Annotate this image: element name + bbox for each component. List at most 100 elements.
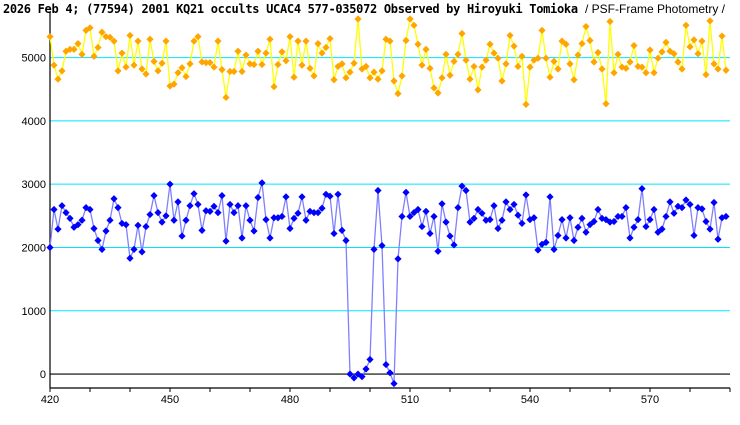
data-point-comparison: [454, 50, 462, 59]
data-point-target: [106, 216, 114, 224]
data-point-target: [518, 219, 526, 228]
data-point-target: [382, 360, 390, 369]
data-point-target: [462, 186, 470, 195]
data-point-target: [326, 192, 334, 200]
data-point-target: [626, 234, 634, 242]
data-point-comparison: [710, 60, 718, 68]
data-point-target: [614, 212, 622, 221]
data-point-target: [190, 190, 198, 198]
data-point-target: [162, 212, 170, 220]
data-point-target: [150, 191, 158, 200]
data-point-comparison: [490, 49, 498, 57]
x-tick-label: 540: [521, 394, 539, 406]
data-point-target: [174, 198, 182, 206]
data-point-target: [298, 193, 306, 201]
data-point-target: [130, 245, 138, 253]
data-point-target: [250, 227, 258, 235]
data-point-comparison: [398, 72, 406, 80]
data-point-target: [70, 223, 78, 231]
data-point-comparison: [166, 82, 174, 90]
data-point-comparison: [70, 45, 78, 53]
data-point-target: [226, 200, 234, 209]
data-point-target: [194, 200, 202, 209]
data-point-target: [522, 191, 530, 199]
data-point-comparison: [614, 50, 622, 59]
data-point-comparison: [130, 61, 138, 69]
data-point-target: [450, 241, 458, 249]
data-point-comparison: [658, 48, 666, 56]
data-point-comparison: [366, 74, 374, 82]
data-point-target: [254, 193, 262, 202]
data-point-comparison: [350, 59, 358, 67]
data-point-target: [702, 217, 710, 226]
data-point-comparison: [578, 40, 586, 48]
data-point-comparison: [554, 65, 562, 73]
data-point-comparison: [482, 56, 490, 64]
series-target: [46, 179, 730, 388]
data-point-comparison: [274, 60, 282, 69]
data-point-target: [198, 226, 206, 234]
data-point-comparison: [546, 73, 554, 81]
data-point-target: [562, 234, 570, 242]
data-point-target: [658, 225, 666, 233]
data-point-target: [378, 241, 386, 250]
data-point-target: [638, 185, 646, 193]
data-point-comparison: [642, 69, 650, 77]
x-tick-label: 480: [281, 394, 299, 406]
data-point-comparison: [102, 33, 110, 41]
data-point-target: [582, 228, 590, 236]
data-point-target: [418, 222, 426, 231]
data-point-target: [646, 216, 654, 224]
data-point-target: [710, 198, 718, 207]
data-point-target: [230, 209, 238, 217]
data-point-target: [222, 237, 230, 245]
data-point-comparison: [66, 45, 74, 53]
data-point-comparison: [434, 89, 442, 97]
data-point-comparison: [602, 100, 610, 108]
data-point-comparison: [58, 67, 66, 75]
data-point-comparison: [510, 42, 518, 50]
data-point-comparison: [190, 37, 198, 45]
data-point-comparison: [270, 83, 278, 91]
data-point-comparison: [562, 40, 570, 48]
data-point-target: [282, 193, 290, 201]
data-point-comparison: [466, 75, 474, 83]
data-point-comparison: [258, 60, 266, 69]
data-point-target: [478, 209, 486, 217]
data-point-comparison: [414, 40, 422, 48]
data-point-comparison: [502, 60, 510, 68]
data-point-comparison: [162, 37, 170, 45]
data-point-comparison: [354, 15, 362, 23]
data-point-target: [94, 236, 102, 245]
data-point-comparison: [262, 49, 270, 57]
data-point-comparison: [474, 86, 482, 94]
data-point-target: [370, 245, 378, 253]
data-point-target: [426, 229, 434, 238]
data-point-target: [558, 216, 566, 224]
data-point-target: [238, 234, 246, 242]
data-point-target: [630, 223, 638, 231]
data-point-comparison: [390, 77, 398, 85]
data-point-comparison: [442, 50, 450, 59]
data-point-comparison: [138, 65, 146, 73]
data-point-target: [690, 231, 698, 240]
data-point-target: [446, 232, 454, 240]
data-point-comparison: [302, 37, 310, 45]
data-point-comparison: [286, 33, 294, 41]
data-point-comparison: [342, 74, 350, 82]
data-point-target: [302, 216, 310, 224]
data-point-comparison: [282, 57, 290, 65]
data-point-target: [86, 205, 94, 214]
data-point-target: [242, 202, 250, 210]
data-point-comparison: [690, 36, 698, 44]
data-point-target: [414, 205, 422, 214]
data-point-comparison: [362, 62, 370, 71]
data-point-comparison: [586, 36, 594, 45]
data-point-comparison: [422, 45, 430, 53]
data-point-target: [438, 200, 446, 208]
data-point-target: [102, 227, 110, 235]
data-point-target: [286, 224, 294, 233]
data-point-target: [590, 217, 598, 226]
data-point-target: [122, 221, 130, 229]
